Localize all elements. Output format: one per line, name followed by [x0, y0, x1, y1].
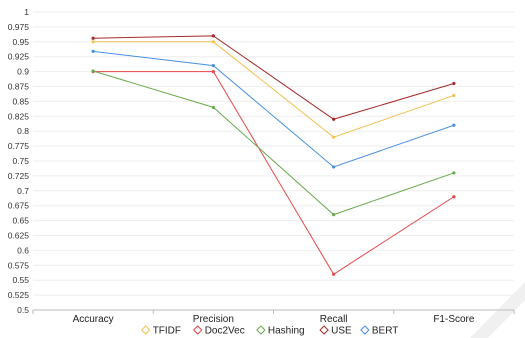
y-tick-label: 0.6: [17, 245, 29, 255]
y-tick-label: 0.525: [8, 290, 30, 300]
data-point-use: [211, 34, 215, 38]
data-point-hashing: [332, 213, 336, 217]
legend: TFIDF Doc2Vec Hashing USE BERT: [140, 325, 399, 337]
legend-marker-tfidf: [140, 325, 151, 335]
series-line-use: [93, 35, 455, 120]
series-line-bert: [93, 50, 455, 168]
data-point-use: [91, 36, 95, 40]
legend-marker-use: [319, 325, 329, 335]
x-tick-label: Recall: [320, 314, 348, 325]
legend-label-hashing: Hashing: [268, 326, 305, 337]
data-point-tfidf: [452, 93, 456, 98]
y-tick-label: 0.775: [8, 141, 30, 151]
y-tick-label: 0.725: [8, 171, 30, 181]
legend-marker-doc2vec: [192, 325, 203, 335]
y-tick-label: 0.675: [8, 201, 30, 211]
data-point-doc2vec: [211, 70, 215, 74]
y-tick-label: 0.825: [8, 111, 30, 121]
data-point-tfidf: [91, 40, 95, 44]
y-tick-label: 0.75: [12, 156, 29, 166]
series-line-tfidf: [93, 41, 455, 138]
y-tick-label: 0.975: [8, 22, 30, 32]
x-tick-label: F1-Score: [433, 314, 475, 325]
data-point-hashing: [452, 171, 456, 175]
data-point-tfidf: [332, 135, 336, 139]
y-tick-label: 0.8: [17, 126, 29, 136]
legend-label-use: USE: [331, 326, 352, 337]
x-tick-label: Accuracy: [73, 314, 114, 325]
data-point-bert: [91, 49, 95, 53]
series-layer: [91, 34, 456, 276]
legend-marker-bert: [360, 325, 370, 335]
data-point-tfidf: [211, 40, 215, 44]
data-point-doc2vec: [332, 272, 336, 276]
data-point-use: [452, 81, 456, 86]
legend-label-bert: BERT: [372, 326, 399, 337]
grid-layer: [33, 11, 514, 296]
y-tick-label: 0.925: [8, 52, 30, 62]
y-tick-label: 0.875: [8, 82, 30, 92]
x-tick-label: Precision: [193, 314, 234, 325]
data-point-hashing: [211, 105, 215, 109]
data-point-bert: [452, 123, 456, 127]
y-tick-label: 0.65: [12, 216, 29, 226]
y-tick-label: 0.625: [8, 231, 30, 241]
y-tick-label: 0.5: [17, 305, 29, 315]
data-point-use: [332, 117, 336, 121]
y-tick-label: 0.7: [17, 186, 29, 196]
legend-label-tfidf: TFIDF: [153, 326, 181, 337]
y-tick-label: 0.95: [12, 37, 29, 47]
data-point-bert: [332, 165, 336, 169]
series-line-hashing: [92, 70, 455, 216]
y-axis: 0.5 0.525 0.55 0.575 0.6 0.625 0.65 0.675 0.7 0.7…: [8, 7, 30, 315]
series-line-doc2vec: [93, 71, 455, 275]
y-tick-label: 1: [24, 7, 29, 17]
data-point-doc2vec: [452, 195, 456, 199]
data-point-bert: [211, 64, 215, 68]
data-point-hashing: [91, 69, 95, 73]
legend-marker-hashing: [256, 325, 266, 335]
x-axis: Accuracy Precision Recall F1-Score: [32, 309, 515, 325]
y-tick-label: 0.55: [12, 275, 29, 285]
y-tick-label: 0.85: [12, 96, 29, 106]
legend-label-doc2vec: Doc2Vec: [205, 326, 245, 337]
y-tick-label: 0.575: [8, 260, 30, 270]
y-tick-label: 0.9: [17, 67, 29, 77]
